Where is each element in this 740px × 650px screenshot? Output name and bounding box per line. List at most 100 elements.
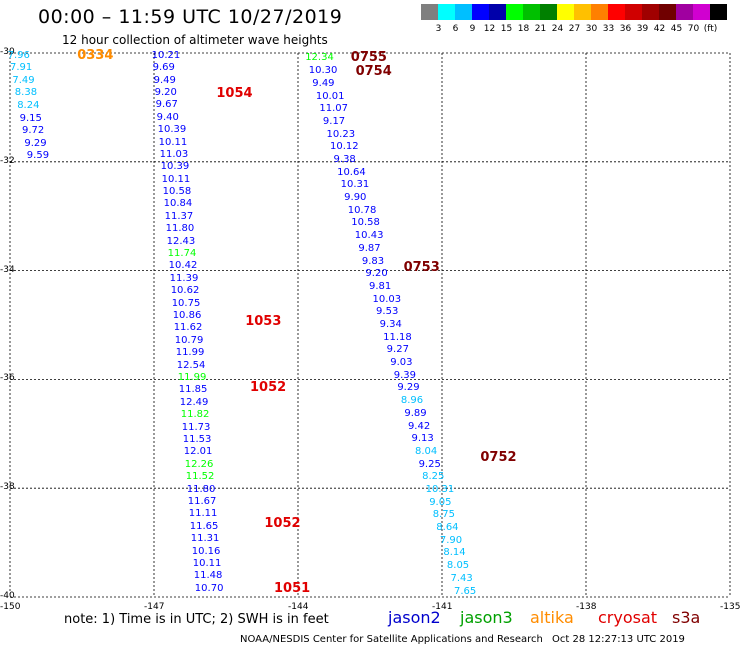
colorbar-swatch <box>540 4 557 20</box>
wave-height-value: 10.70 <box>194 582 224 594</box>
satellite-legend-item: s3a <box>672 608 701 627</box>
wave-height-value: 8.25 <box>422 471 445 483</box>
wave-height-value: 11.03 <box>159 148 189 160</box>
satellite-legend-item: jason3 <box>460 608 513 627</box>
pass-time-label: 0753 <box>403 259 440 275</box>
colorbar-swatch <box>608 4 625 20</box>
pass-time-label: 1054 <box>216 85 253 101</box>
wave-height-value: 9.20 <box>154 86 177 98</box>
colorbar-swatch <box>574 4 591 20</box>
wave-height-value: 9.69 <box>152 62 175 74</box>
wave-height-value: 9.90 <box>344 192 367 204</box>
colorbar-label: 33 <box>602 24 615 34</box>
colorbar-swatch <box>676 4 693 20</box>
wave-height-value: 9.13 <box>411 433 434 445</box>
wave-height-value: 11.73 <box>181 421 211 433</box>
pass-time-label: 1051 <box>274 580 311 596</box>
pass-time-label: 1052 <box>264 515 301 531</box>
colorbar-label: 42 <box>653 24 666 34</box>
wave-height-value: 10.39 <box>160 161 190 173</box>
x-tick-label: -147 <box>144 602 165 612</box>
wave-height-value: 12.49 <box>179 396 209 408</box>
wave-height-value: 9.53 <box>376 306 399 318</box>
wave-height-value: 11.48 <box>193 570 223 582</box>
colorbar-label: 30 <box>585 24 598 34</box>
colorbar-swatch <box>659 4 676 20</box>
wave-height-value: 11.85 <box>178 384 208 396</box>
x-tick-label: -144 <box>288 602 309 612</box>
colorbar-label: 6 <box>452 24 459 34</box>
wave-height-value: 10.01 <box>315 90 345 102</box>
wave-height-value: 9.81 <box>368 280 392 292</box>
colorbar-label: (ft) <box>703 24 718 34</box>
chart-subtitle: 12 hour collection of altimeter wave hei… <box>62 33 328 47</box>
colorbar-label: 39 <box>636 24 649 34</box>
x-tick-label: -141 <box>432 602 453 612</box>
colorbar-label: 15 <box>500 24 513 34</box>
wave-height-value: 10.11 <box>192 558 222 570</box>
colorbar-swatch <box>710 4 727 20</box>
colorbar-swatch <box>625 4 642 20</box>
wave-height-value: 10.42 <box>168 260 198 272</box>
colorbar-label: 12 <box>483 24 496 34</box>
colorbar-label: 27 <box>568 24 581 34</box>
y-tick-label: -36 <box>0 373 15 384</box>
pass-time-label: 0755 <box>350 50 387 66</box>
wave-height-value: 10.84 <box>163 198 193 210</box>
wave-height-value: 8.96 <box>400 395 424 407</box>
colorbar-swatch <box>421 4 438 20</box>
wave-height-value: 9.17 <box>322 115 346 127</box>
wave-height-value: 9.59 <box>26 150 50 162</box>
wave-height-value: 12.34 <box>305 52 334 64</box>
wave-height-value: 10.03 <box>372 293 402 305</box>
generated-timestamp: Oct 28 12:27:13 UTC 2019 <box>552 634 685 645</box>
wave-height-value: 9.40 <box>156 111 179 123</box>
colorbar-label: 36 <box>619 24 632 34</box>
wave-height-value: 10.58 <box>351 217 380 229</box>
wave-height-value: 7.65 <box>454 585 477 597</box>
wave-height-value: 9.83 <box>361 255 385 267</box>
y-tick-label: -34 <box>0 264 15 275</box>
wave-height-value: 10.30 <box>308 65 338 77</box>
x-tick-label: -135 <box>720 602 740 612</box>
wave-height-value: 8.14 <box>443 547 466 559</box>
wave-height-value: 9.34 <box>379 319 402 330</box>
colorbar-swatch <box>557 4 574 20</box>
satellite-legend-item: jason2 <box>388 608 441 627</box>
wave-height-value: 10.79 <box>174 334 204 346</box>
colorbar-swatch <box>489 4 506 20</box>
wave-height-value: 10.64 <box>337 166 366 178</box>
wave-height-value: 9.29 <box>397 382 420 394</box>
y-tick-label: -38 <box>0 482 15 493</box>
colorbar-swatch <box>591 4 608 20</box>
wave-height-value: 11.99 <box>175 347 205 359</box>
wave-height-value: 11.82 <box>180 409 210 421</box>
wave-height-value: 10.43 <box>354 230 384 242</box>
wave-height-value: 11.52 <box>185 471 215 483</box>
wave-height-value: 11.39 <box>169 272 199 284</box>
colorbar-swatch <box>438 4 455 20</box>
wave-height-value: 11.07 <box>319 103 348 115</box>
wave-height-value: 9.20 <box>365 268 388 280</box>
footnote: note: 1) Time is in UTC; 2) SWH is in fe… <box>64 612 329 627</box>
wave-height-value: 9.49 <box>153 74 176 86</box>
wave-height-value: 10.58 <box>162 186 192 198</box>
pass-time-label: 1053 <box>245 314 282 330</box>
colorbar-swatch <box>455 4 472 20</box>
x-tick-label: -150 <box>0 602 21 612</box>
wave-height-value: 7.91 <box>10 62 33 74</box>
wave-height-value: 8.24 <box>17 100 40 112</box>
wave-height-value: 9.25 <box>418 458 441 470</box>
satellite-legend-item: cryosat <box>598 608 658 627</box>
wave-height-value: 9.29 <box>24 137 47 149</box>
colorbar-swatch <box>523 4 540 20</box>
wave-height-value: 9.05 <box>429 496 452 508</box>
wave-height-value: 9.49 <box>312 77 335 89</box>
wave-height-value: 11.62 <box>173 322 203 334</box>
wave-height-value: 12.26 <box>184 458 214 470</box>
wave-height-value: 9.38 <box>333 153 356 165</box>
wave-height-value: 10.12 <box>330 141 359 153</box>
colorbar-label: 21 <box>534 24 547 34</box>
wave-height-value: 8.05 <box>446 560 470 572</box>
wave-height-value: 11.67 <box>187 496 217 508</box>
